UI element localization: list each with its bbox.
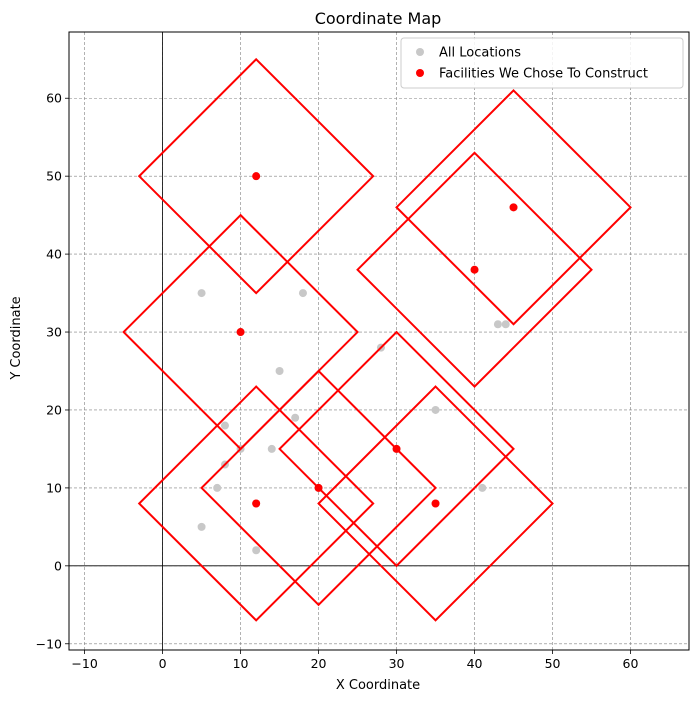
y-tick-label: 30 bbox=[46, 325, 62, 340]
facility-point bbox=[470, 265, 479, 274]
facility-point bbox=[509, 203, 518, 212]
location-point bbox=[220, 421, 229, 430]
y-tick-label: 20 bbox=[46, 402, 62, 417]
y-tick-label: 50 bbox=[46, 169, 62, 184]
facility-point bbox=[236, 328, 245, 337]
x-tick-label: 30 bbox=[389, 656, 405, 671]
location-point bbox=[213, 483, 222, 492]
coverage-diamond bbox=[395, 89, 632, 326]
x-tick-label: 10 bbox=[233, 656, 249, 671]
coverage-diamond bbox=[137, 385, 375, 622]
legend-marker bbox=[416, 69, 424, 77]
y-tick-label: −10 bbox=[36, 636, 62, 651]
y-axis-label: Y Coordinate bbox=[9, 296, 24, 380]
location-point bbox=[478, 483, 487, 492]
x-tick-label: 0 bbox=[159, 656, 167, 671]
legend-entry: Facilities We Chose To Construct bbox=[439, 67, 648, 82]
facility-point bbox=[431, 499, 440, 508]
x-tick-label: 60 bbox=[623, 656, 639, 671]
coverage-diamond bbox=[137, 57, 375, 295]
coverage-diamond bbox=[278, 330, 515, 568]
plot-frame bbox=[68, 31, 690, 651]
facility-point bbox=[252, 499, 261, 508]
x-tick-label: −10 bbox=[71, 656, 97, 671]
y-tick-label: 60 bbox=[46, 91, 62, 106]
plot-area: −10 0 10 20 30 40 50 60 −10 0 10 20 30 40 50 60 All Loca… bbox=[36, 31, 690, 671]
location-point bbox=[197, 522, 206, 531]
location-point bbox=[501, 320, 510, 329]
location-point bbox=[431, 405, 440, 414]
x-tick-label: 40 bbox=[467, 656, 483, 671]
coverage-diamond bbox=[317, 385, 554, 622]
legend-entry: All Locations bbox=[439, 46, 521, 61]
legend-box bbox=[400, 37, 684, 89]
facility-point bbox=[392, 444, 401, 453]
facility-point bbox=[252, 172, 261, 181]
x-axis-label: X Coordinate bbox=[336, 678, 420, 693]
y-tick-label: 40 bbox=[46, 247, 62, 262]
x-tick-label: 20 bbox=[311, 656, 327, 671]
location-point bbox=[291, 413, 300, 422]
location-point bbox=[197, 289, 206, 298]
facility-point bbox=[314, 483, 323, 492]
location-point bbox=[252, 546, 261, 555]
location-point bbox=[267, 444, 276, 453]
chart-title: Coordinate Map bbox=[315, 9, 442, 28]
location-point bbox=[275, 367, 284, 376]
coverage-diamond bbox=[356, 151, 593, 389]
location-point bbox=[493, 320, 502, 329]
y-tick-label: 10 bbox=[46, 480, 62, 495]
y-tick-label: 0 bbox=[54, 558, 62, 573]
legend-marker bbox=[416, 48, 424, 56]
x-tick-label: 50 bbox=[545, 656, 561, 671]
location-point bbox=[298, 289, 307, 298]
